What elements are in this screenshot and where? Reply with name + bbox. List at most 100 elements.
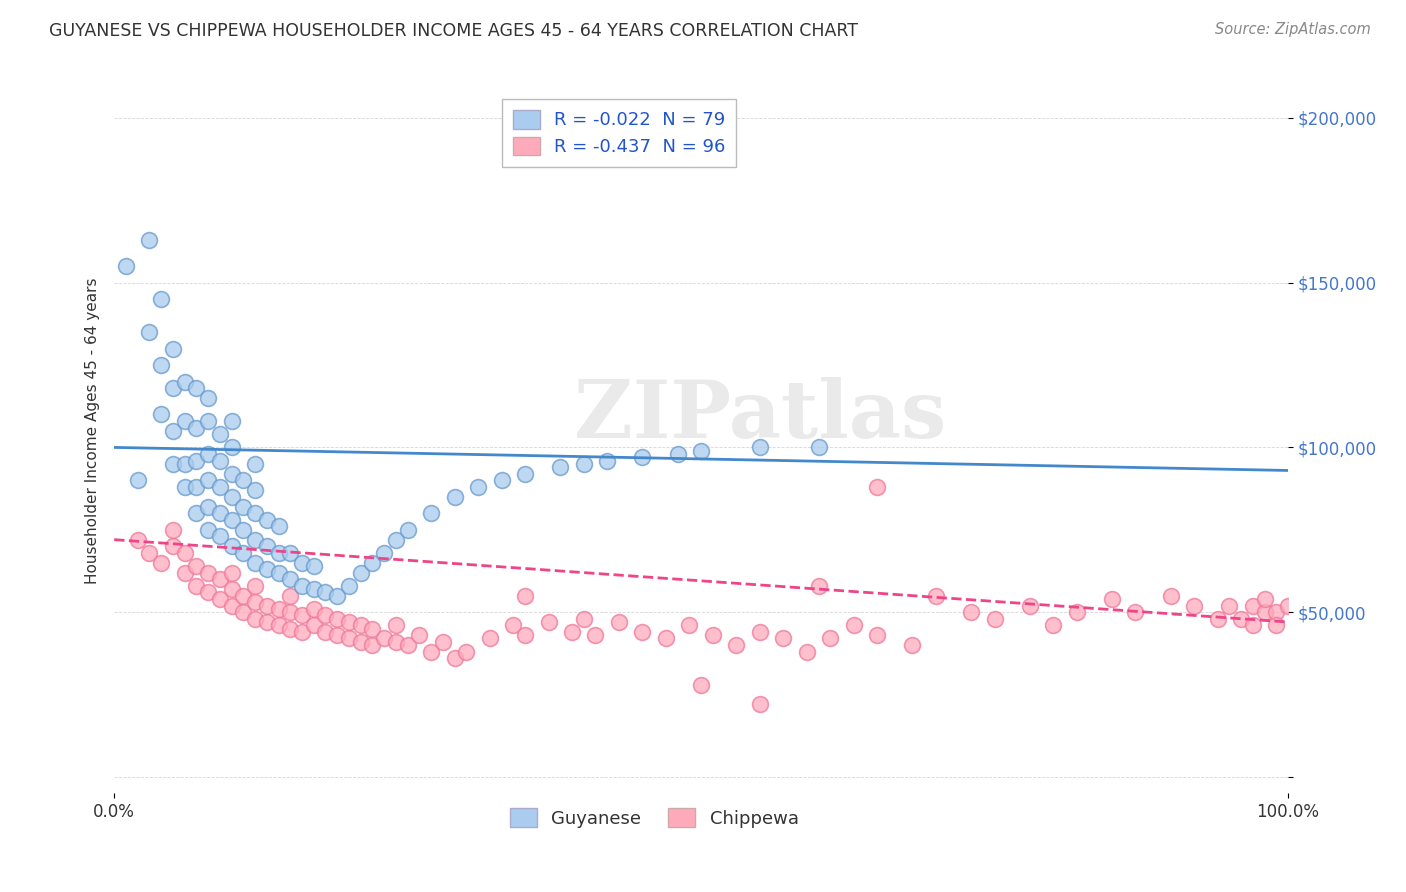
- Point: [256, 562, 278, 576]
- Point: [456, 645, 478, 659]
- Point: [607, 615, 630, 629]
- Point: [502, 618, 524, 632]
- Point: [1253, 605, 1275, 619]
- Point: [513, 589, 536, 603]
- Point: [1241, 599, 1264, 613]
- Point: [127, 533, 149, 547]
- Point: [420, 506, 443, 520]
- Point: [548, 460, 571, 475]
- Point: [807, 441, 830, 455]
- Point: [243, 483, 266, 498]
- Point: [396, 638, 419, 652]
- Point: [162, 424, 184, 438]
- Point: [221, 414, 243, 428]
- Point: [655, 632, 678, 646]
- Point: [162, 539, 184, 553]
- Point: [291, 608, 314, 623]
- Point: [561, 624, 583, 639]
- Point: [186, 453, 208, 467]
- Point: [385, 533, 408, 547]
- Point: [373, 632, 395, 646]
- Point: [243, 579, 266, 593]
- Point: [138, 325, 160, 339]
- Point: [221, 490, 243, 504]
- Point: [173, 414, 195, 428]
- Point: [162, 342, 184, 356]
- Point: [243, 595, 266, 609]
- Point: [1253, 591, 1275, 606]
- Point: [208, 427, 231, 442]
- Point: [232, 589, 254, 603]
- Point: [350, 566, 373, 580]
- Point: [173, 546, 195, 560]
- Point: [807, 579, 830, 593]
- Point: [385, 634, 408, 648]
- Point: [748, 441, 770, 455]
- Point: [432, 634, 454, 648]
- Point: [221, 599, 243, 613]
- Point: [420, 645, 443, 659]
- Point: [690, 678, 713, 692]
- Point: [748, 624, 770, 639]
- Point: [302, 582, 325, 596]
- Point: [197, 391, 219, 405]
- Point: [796, 645, 818, 659]
- Point: [1241, 618, 1264, 632]
- Point: [208, 506, 231, 520]
- Point: [221, 513, 243, 527]
- Point: [232, 523, 254, 537]
- Point: [361, 622, 384, 636]
- Point: [173, 457, 195, 471]
- Point: [361, 556, 384, 570]
- Point: [901, 638, 924, 652]
- Point: [243, 612, 266, 626]
- Point: [291, 556, 314, 570]
- Point: [1125, 605, 1147, 619]
- Point: [315, 608, 337, 623]
- Point: [326, 628, 349, 642]
- Point: [291, 624, 314, 639]
- Point: [350, 618, 373, 632]
- Text: GUYANESE VS CHIPPEWA HOUSEHOLDER INCOME AGES 45 - 64 YEARS CORRELATION CHART: GUYANESE VS CHIPPEWA HOUSEHOLDER INCOME …: [49, 22, 858, 40]
- Point: [513, 467, 536, 481]
- Point: [243, 556, 266, 570]
- Point: [396, 523, 419, 537]
- Point: [408, 628, 430, 642]
- Point: [690, 443, 713, 458]
- Point: [162, 381, 184, 395]
- Point: [186, 381, 208, 395]
- Point: [302, 618, 325, 632]
- Point: [725, 638, 748, 652]
- Point: [1265, 618, 1288, 632]
- Point: [443, 651, 465, 665]
- Point: [197, 585, 219, 599]
- Point: [337, 632, 360, 646]
- Point: [267, 602, 290, 616]
- Point: [197, 566, 219, 580]
- Point: [866, 628, 889, 642]
- Text: ZIPatlas: ZIPatlas: [574, 377, 946, 456]
- Point: [1277, 599, 1299, 613]
- Point: [925, 589, 948, 603]
- Point: [197, 447, 219, 461]
- Point: [186, 506, 208, 520]
- Point: [385, 618, 408, 632]
- Point: [256, 513, 278, 527]
- Point: [315, 624, 337, 639]
- Point: [278, 572, 301, 586]
- Point: [208, 591, 231, 606]
- Point: [1042, 618, 1064, 632]
- Point: [221, 566, 243, 580]
- Point: [1206, 612, 1229, 626]
- Point: [173, 375, 195, 389]
- Point: [267, 566, 290, 580]
- Point: [278, 589, 301, 603]
- Point: [256, 599, 278, 613]
- Legend: Guyanese, Chippewa: Guyanese, Chippewa: [502, 801, 806, 835]
- Point: [256, 539, 278, 553]
- Point: [267, 519, 290, 533]
- Point: [702, 628, 724, 642]
- Point: [302, 602, 325, 616]
- Point: [337, 579, 360, 593]
- Point: [267, 618, 290, 632]
